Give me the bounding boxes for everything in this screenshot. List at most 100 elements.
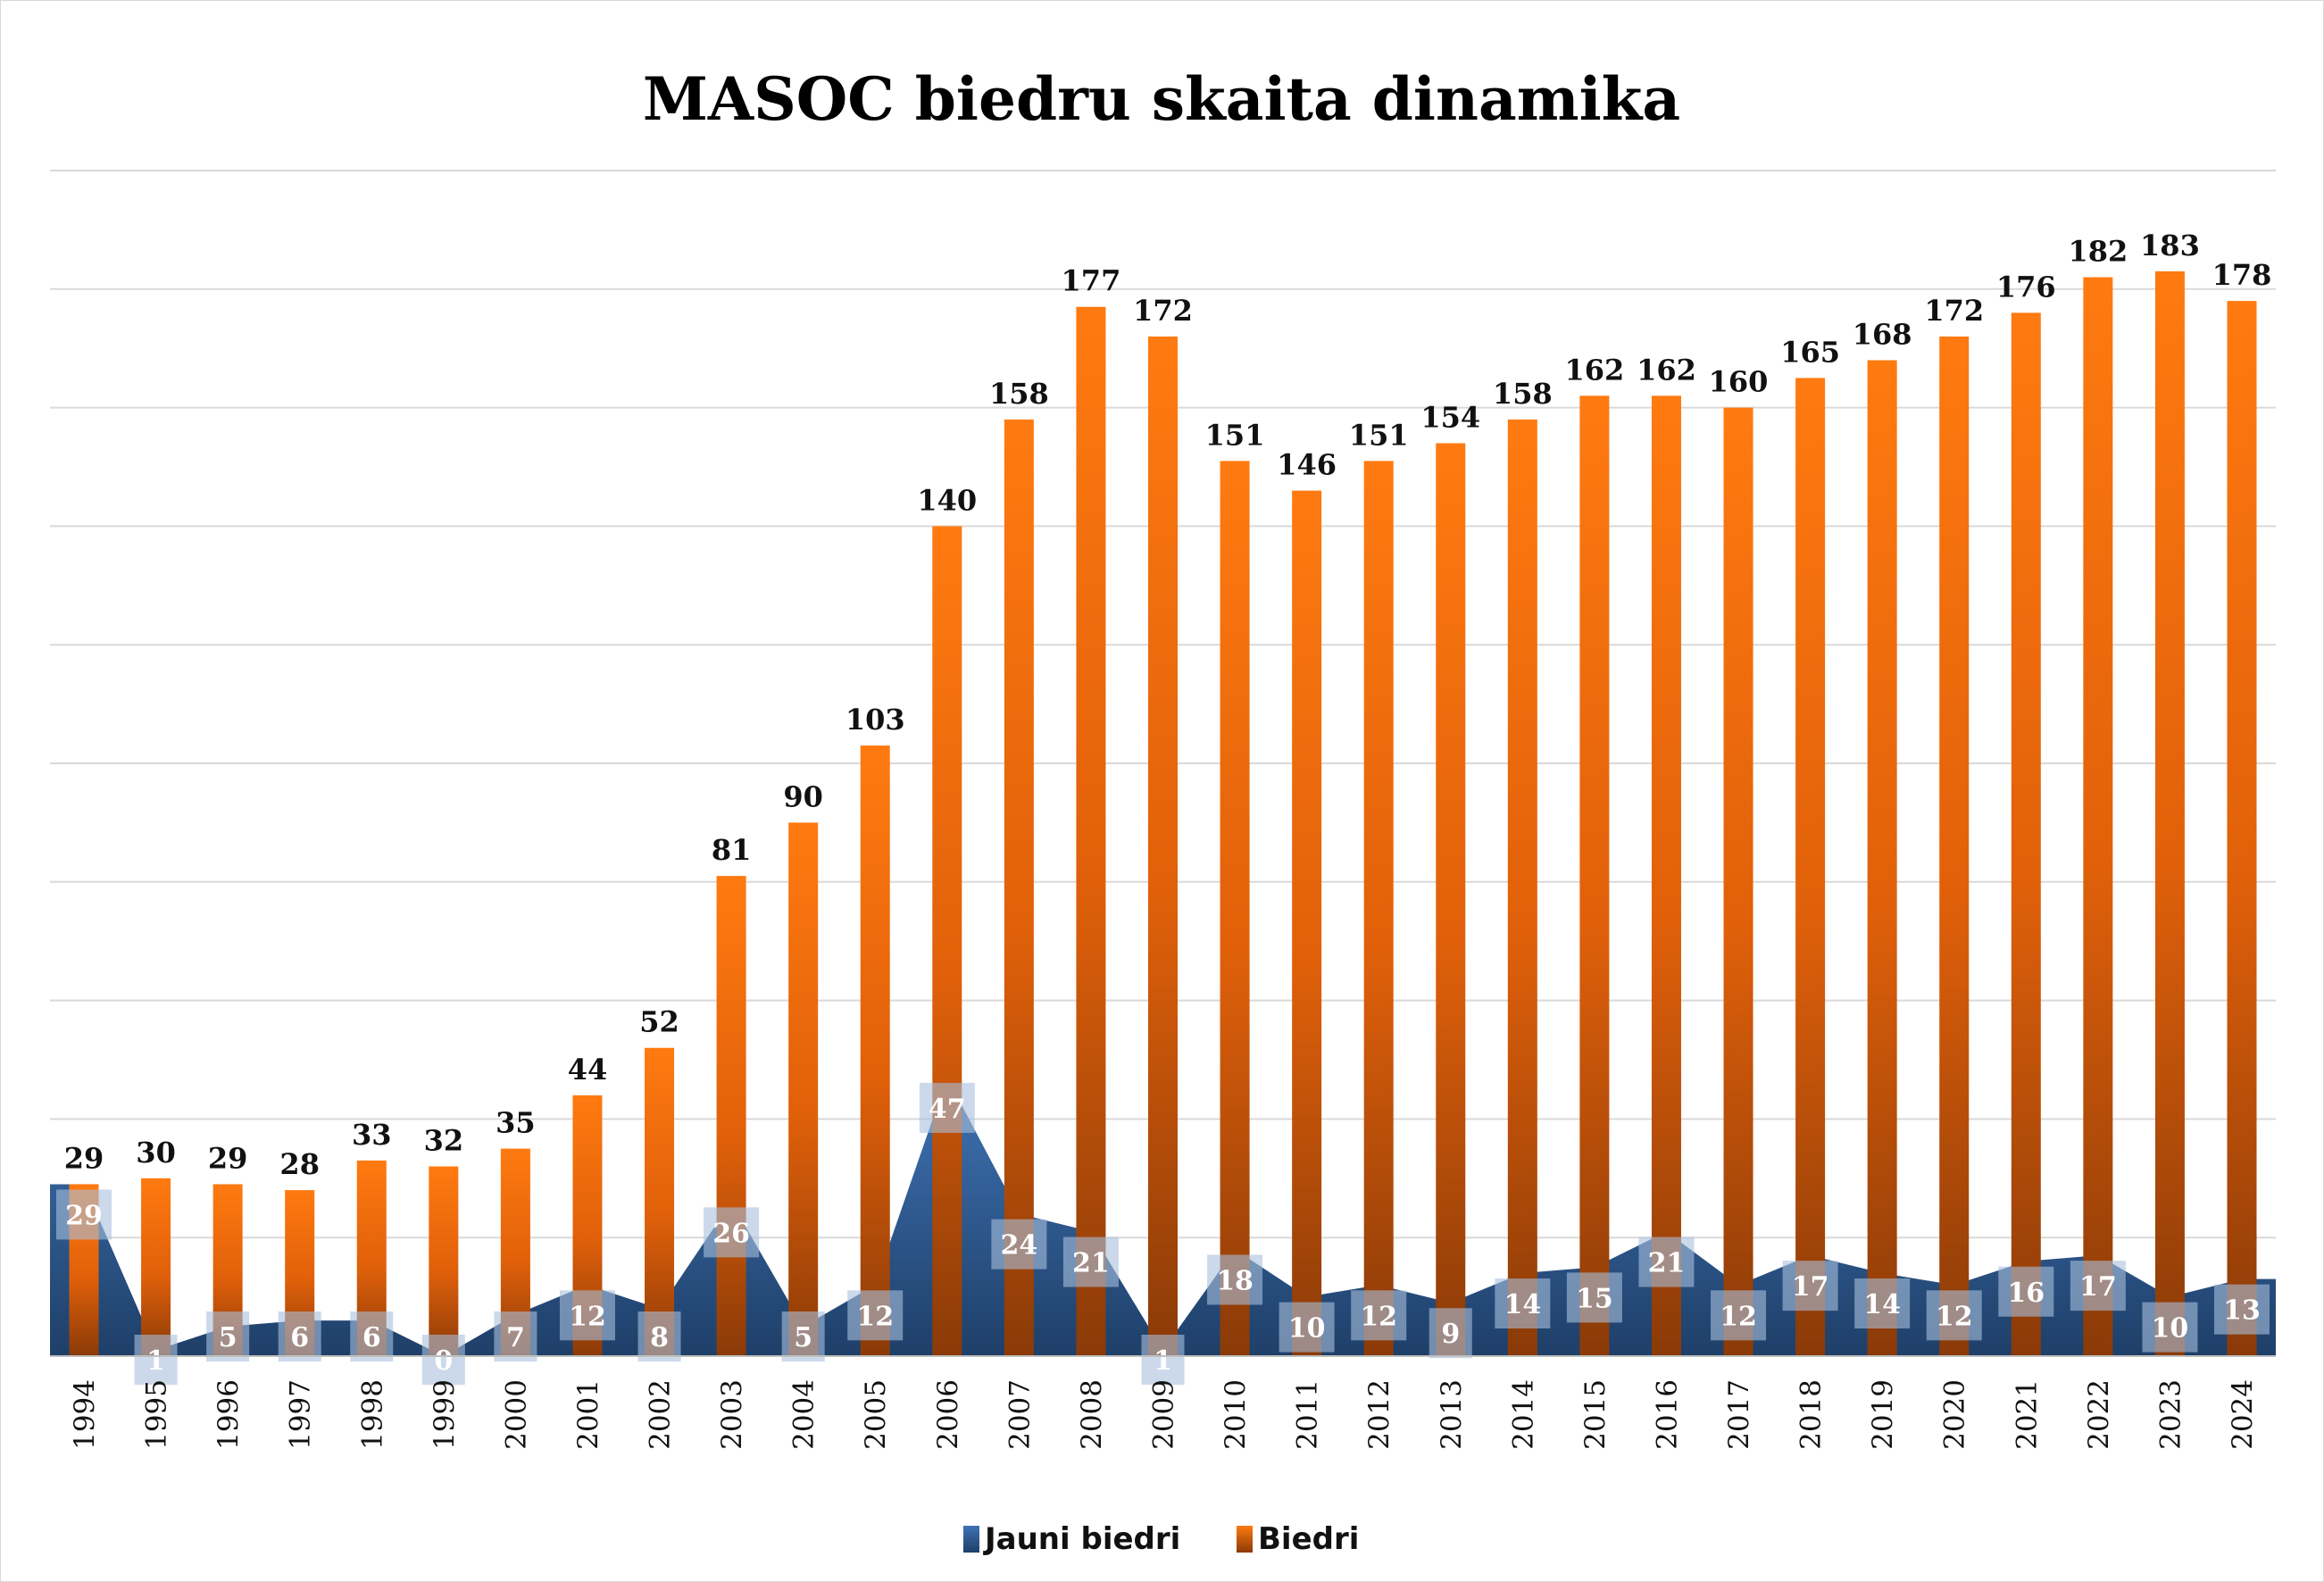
bar-label-2024: 178 [2212, 258, 2272, 292]
bar-biedri-2003 [716, 876, 746, 1356]
bar-data-labels: 29 30 29 28 33 32 35 44 52 81 90 103 140 158 177 172 151… [64, 229, 2272, 1181]
x-tick-label-2009: 2009 [1148, 1379, 1180, 1450]
bar-label-2008: 177 [1062, 264, 1121, 298]
legend-label-jauni-biedri: Jauni biedri [983, 1521, 1180, 1557]
bar-series-biedri [69, 271, 2257, 1357]
x-tick-label-1995: 1995 [141, 1379, 173, 1450]
bar-label-2004: 90 [783, 779, 823, 813]
area-label-box-2006 [919, 1082, 975, 1133]
x-tick-label-2005: 2005 [860, 1379, 892, 1450]
x-tick-label-2001: 2001 [572, 1379, 604, 1450]
area-label-1997: 6 [290, 1322, 309, 1353]
bar-label-2023: 183 [2140, 229, 2200, 262]
bar-label-2012: 151 [1349, 418, 1409, 452]
bar-biedri-2008 [1076, 306, 1106, 1357]
area-label-box-2007 [991, 1219, 1047, 1270]
area-label-box-2017 [1711, 1290, 1767, 1341]
area-label-2021: 16 [2007, 1278, 2045, 1309]
area-label-box-2019 [1854, 1278, 1911, 1329]
x-tick-label-1996: 1996 [212, 1379, 245, 1450]
area-label-2019: 14 [1863, 1289, 1901, 1320]
x-tick-label-2018: 2018 [1795, 1379, 1828, 1450]
x-tick-label-2004: 2004 [788, 1379, 820, 1450]
x-tick-label-2007: 2007 [1004, 1379, 1036, 1450]
area-label-box-2008 [1062, 1236, 1119, 1287]
bar-biedri-2010 [1220, 461, 1250, 1356]
x-tick-label-2000: 2000 [500, 1379, 532, 1450]
bar-biedri-2002 [645, 1047, 675, 1356]
bar-label-2000: 35 [496, 1106, 536, 1140]
x-tick-label-2013: 2013 [1436, 1379, 1468, 1450]
area-label-box-2013 [1429, 1308, 1472, 1359]
area-label-2018: 17 [1792, 1271, 1829, 1303]
area-label-2008: 21 [1072, 1248, 1110, 1279]
area-label-box-2014 [1495, 1278, 1551, 1329]
area-label-2016: 21 [1648, 1248, 1686, 1279]
legend-label-biedri: Biedri [1258, 1521, 1359, 1557]
area-label-box-2011 [1279, 1302, 1335, 1353]
bar-label-2006: 140 [917, 483, 977, 517]
area-label-2015: 15 [1576, 1283, 1613, 1314]
area-label-2002: 8 [650, 1322, 669, 1353]
area-label-2014: 14 [1504, 1289, 1541, 1320]
bar-label-1994: 29 [64, 1141, 104, 1175]
area-label-box-2018 [1782, 1261, 1838, 1311]
area-label-box-2024 [2214, 1284, 2270, 1335]
area-label-box-1995 [134, 1335, 178, 1385]
area-label-2000: 7 [506, 1322, 525, 1353]
bar-biedri-2018 [1795, 378, 1826, 1356]
x-tick-label-2008: 2008 [1076, 1379, 1108, 1450]
x-tick-label-2024: 2024 [2227, 1379, 2259, 1450]
x-tick-label-1999: 1999 [429, 1379, 461, 1450]
bar-biedri-2013 [1436, 443, 1466, 1356]
bar-biedri-2022 [2083, 277, 2113, 1356]
area-label-box-1998 [350, 1311, 394, 1361]
area-label-box-2002 [637, 1311, 681, 1361]
bar-label-2020: 172 [1924, 294, 1984, 328]
x-tick-label-2017: 2017 [1723, 1379, 1755, 1450]
bar-biedri-2007 [1004, 419, 1034, 1356]
bar-label-2021: 176 [1996, 270, 2056, 304]
area-label-box-2004 [781, 1311, 825, 1361]
bar-label-2011: 146 [1277, 448, 1337, 482]
area-label-2024: 13 [2223, 1295, 2261, 1327]
area-label-box-2012 [1351, 1290, 1407, 1341]
area-label-box-2005 [847, 1290, 904, 1341]
area-label-box-2020 [1926, 1290, 1982, 1341]
area-label-box-2010 [1207, 1254, 1263, 1305]
bar-biedri-2012 [1363, 461, 1394, 1356]
bar-label-1998: 33 [352, 1118, 392, 1152]
x-tick-label-2014: 2014 [1507, 1379, 1539, 1450]
bar-biedri-2023 [2154, 271, 2185, 1356]
bar-label-2005: 103 [845, 703, 905, 737]
bar-label-2017: 160 [1709, 365, 1769, 399]
area-label-2005: 12 [856, 1301, 894, 1332]
area-label-2011: 10 [1288, 1313, 1326, 1345]
area-label-1995: 1 [146, 1345, 165, 1377]
x-tick-label-1998: 1998 [356, 1379, 388, 1450]
area-label-box-1996 [206, 1311, 250, 1361]
x-tick-label-2003: 2003 [716, 1379, 748, 1450]
bar-label-2018: 165 [1780, 335, 1840, 369]
area-label-box-1997 [278, 1311, 321, 1361]
area-label-1996: 5 [219, 1322, 237, 1353]
area-label-box-2016 [1638, 1236, 1695, 1287]
area-label-2010: 18 [1216, 1265, 1254, 1296]
area-label-box-2009 [1141, 1335, 1185, 1385]
area-label-2023: 10 [2152, 1313, 2189, 1345]
bar-biedri-2020 [1939, 336, 1970, 1356]
area-label-2009: 1 [1154, 1345, 1172, 1377]
bar-biedri-2004 [788, 822, 819, 1356]
bar-biedri-2009 [1148, 336, 1178, 1356]
x-tick-label-2021: 2021 [2011, 1379, 2043, 1450]
x-tick-label-2011: 2011 [1292, 1379, 1324, 1450]
bar-label-1997: 28 [279, 1147, 320, 1181]
bar-label-2002: 52 [639, 1005, 679, 1039]
x-tick-label-1997: 1997 [285, 1379, 317, 1450]
area-label-2001: 12 [569, 1301, 606, 1332]
x-tick-label-2020: 2020 [1939, 1379, 1971, 1450]
area-label-1998: 6 [362, 1322, 381, 1353]
area-label-box-2000 [494, 1311, 537, 1361]
